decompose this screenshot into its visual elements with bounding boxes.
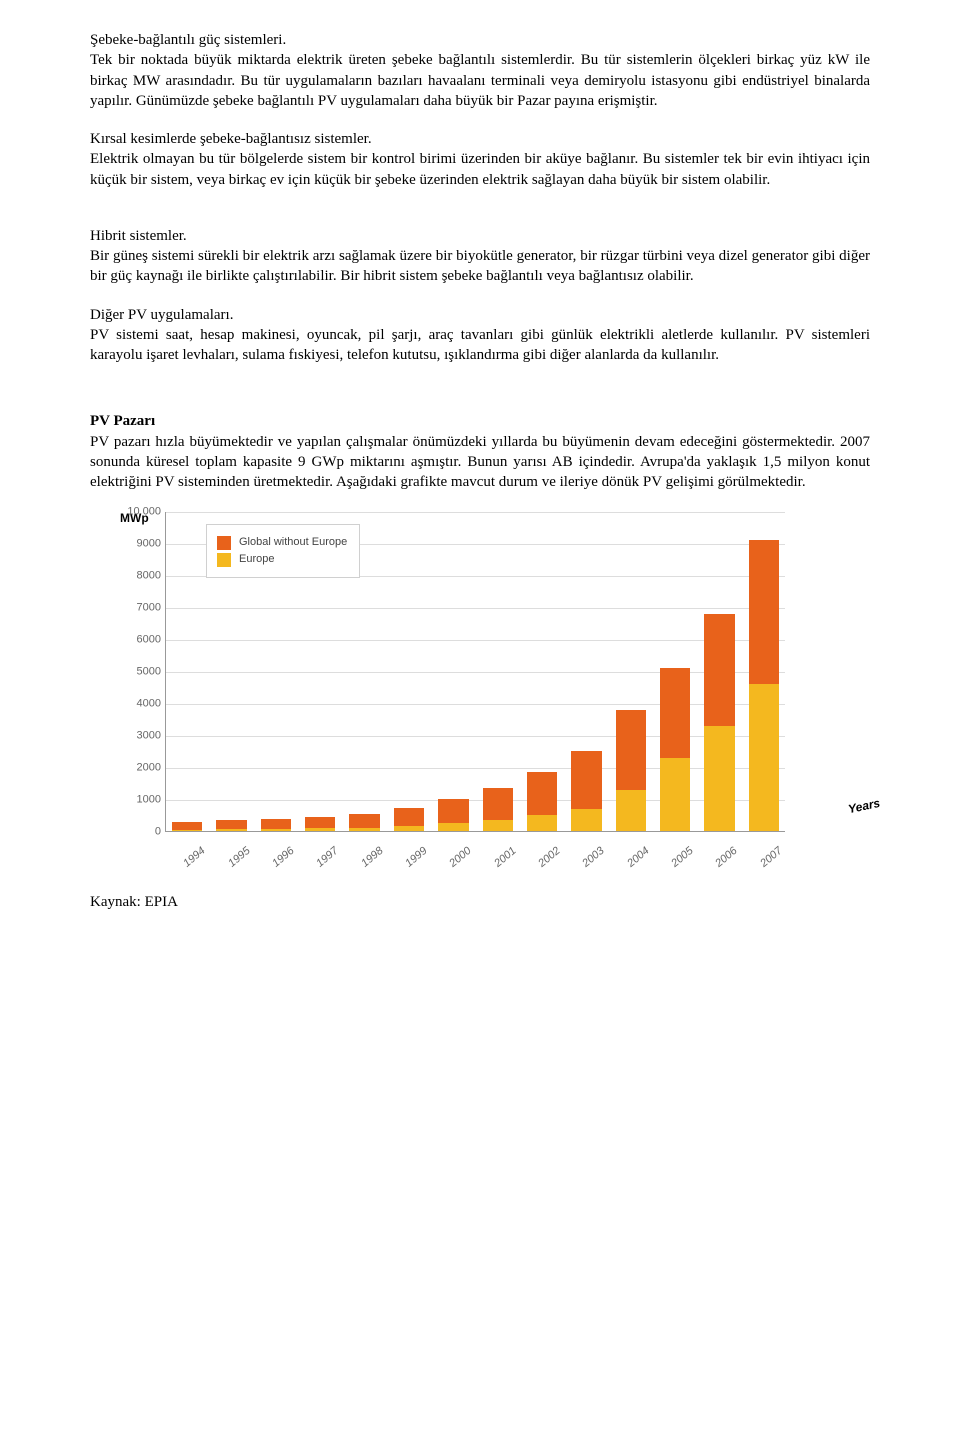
bar-2000: 2000 — [438, 512, 468, 831]
y-tick-label: 1000 — [111, 793, 161, 808]
x-tick-label: 1995 — [225, 844, 253, 871]
bar-segment-rest — [483, 788, 513, 820]
bar-segment-europe — [571, 809, 601, 831]
bar-segment-rest — [704, 614, 734, 726]
x-tick-label: 2005 — [669, 844, 697, 871]
bar-segment-europe — [305, 828, 335, 831]
x-tick-label: 1997 — [314, 844, 342, 871]
chart-x-axis-label: Years — [846, 795, 881, 818]
y-tick-label: 5000 — [111, 665, 161, 680]
x-tick-label: 2001 — [491, 844, 519, 871]
bar-segment-rest — [394, 808, 424, 826]
legend-swatch — [217, 536, 231, 550]
x-tick-label: 2004 — [624, 844, 652, 871]
bar-segment-europe — [616, 790, 646, 832]
x-tick-label: 1994 — [181, 844, 209, 871]
section-3: Diğer PV uygulamaları. PV sistemi saat, h… — [90, 305, 870, 366]
bar-segment-rest — [571, 751, 601, 809]
bar-segment-rest — [660, 668, 690, 758]
bar-segment-europe — [172, 830, 202, 832]
y-tick-label: 8000 — [111, 569, 161, 584]
bar-segment-rest — [261, 819, 291, 829]
section-0: Şebeke-bağlantılı güç sistemleri. Tek bir… — [90, 30, 870, 111]
section-body-2: Bir güneş sistemi sürekli bir elektrik a… — [90, 248, 870, 284]
y-tick-label: 4000 — [111, 697, 161, 712]
x-tick-label: 2002 — [536, 844, 564, 871]
bar-segment-rest — [749, 540, 779, 684]
bar-segment-europe — [527, 815, 557, 831]
section-body-3: PV sistemi saat, hesap makinesi, oyuncak… — [90, 327, 870, 363]
x-tick-label: 1998 — [358, 844, 386, 871]
bar-1994: 1994 — [172, 512, 202, 831]
bar-segment-rest — [216, 820, 246, 829]
bar-2005: 2005 — [660, 512, 690, 831]
section-1: Kırsal kesimlerde şebeke-bağlantısız sis… — [90, 129, 870, 190]
bar-segment-europe — [216, 829, 246, 831]
y-tick-label: 3000 — [111, 729, 161, 744]
bar-segment-europe — [749, 684, 779, 831]
y-tick-label: 6000 — [111, 633, 161, 648]
bar-2001: 2001 — [483, 512, 513, 831]
x-tick-label: 2000 — [447, 844, 475, 871]
bar-segment-rest — [349, 814, 379, 828]
x-tick-label: 2006 — [713, 844, 741, 871]
bar-2002: 2002 — [527, 512, 557, 831]
bar-segment-europe — [261, 829, 291, 831]
bar-2004: 2004 — [616, 512, 646, 831]
x-tick-label: 2007 — [757, 844, 785, 871]
legend-item: Europe — [217, 552, 347, 567]
section-body-1: Elektrik olmayan bu tür bölgelerde siste… — [90, 151, 870, 187]
bar-segment-europe — [660, 758, 690, 832]
section-title-1: Kırsal kesimlerde şebeke-bağlantısız sis… — [90, 131, 372, 147]
bar-segment-europe — [349, 828, 379, 832]
legend-label: Europe — [239, 552, 274, 567]
legend-label: Global without Europe — [239, 535, 347, 550]
bar-segment-europe — [394, 826, 424, 831]
bar-segment-rest — [527, 772, 557, 815]
section-2: Hibrit sistemler. Bir güneş sistemi sürek… — [90, 226, 870, 287]
section-title-2: Hibrit sistemler. — [90, 228, 187, 244]
y-tick-label: 2000 — [111, 761, 161, 776]
pv-market-heading: PV Pazarı — [90, 413, 155, 429]
bar-segment-rest — [616, 710, 646, 790]
bar-2006: 2006 — [704, 512, 734, 831]
bar-1999: 1999 — [394, 512, 424, 831]
chart-source: Kaynak: EPIA — [90, 892, 870, 912]
x-tick-label: 2003 — [580, 844, 608, 871]
section-title-0: Şebeke-bağlantılı güç sistemleri. — [90, 32, 286, 48]
pv-market-body: PV pazarı hızla büyümektedir ve yapılan … — [90, 434, 870, 491]
y-tick-label: 10 000 — [111, 505, 161, 520]
y-tick-label: 7000 — [111, 601, 161, 616]
bar-segment-rest — [172, 822, 202, 830]
bar-segment-europe — [704, 726, 734, 832]
legend-swatch — [217, 553, 231, 567]
section-title-3: Diğer PV uygulamaları. — [90, 307, 233, 323]
y-tick-label: 9000 — [111, 537, 161, 552]
bar-2007: 2007 — [749, 512, 779, 831]
legend-item: Global without Europe — [217, 535, 347, 550]
pv-capacity-chart: MWp Global without EuropeEurope 01000200… — [90, 512, 870, 832]
x-tick-label: 1999 — [402, 844, 430, 871]
x-tick-label: 1996 — [269, 844, 297, 871]
bar-segment-rest — [438, 799, 468, 823]
section-body-0: Tek bir noktada büyük miktarda elektrik … — [90, 52, 870, 109]
bar-segment-europe — [438, 823, 468, 831]
bar-2003: 2003 — [571, 512, 601, 831]
y-tick-label: 0 — [111, 825, 161, 840]
bar-segment-rest — [305, 817, 335, 829]
bar-segment-europe — [483, 820, 513, 831]
chart-legend: Global without Europe Europe — [206, 524, 360, 578]
